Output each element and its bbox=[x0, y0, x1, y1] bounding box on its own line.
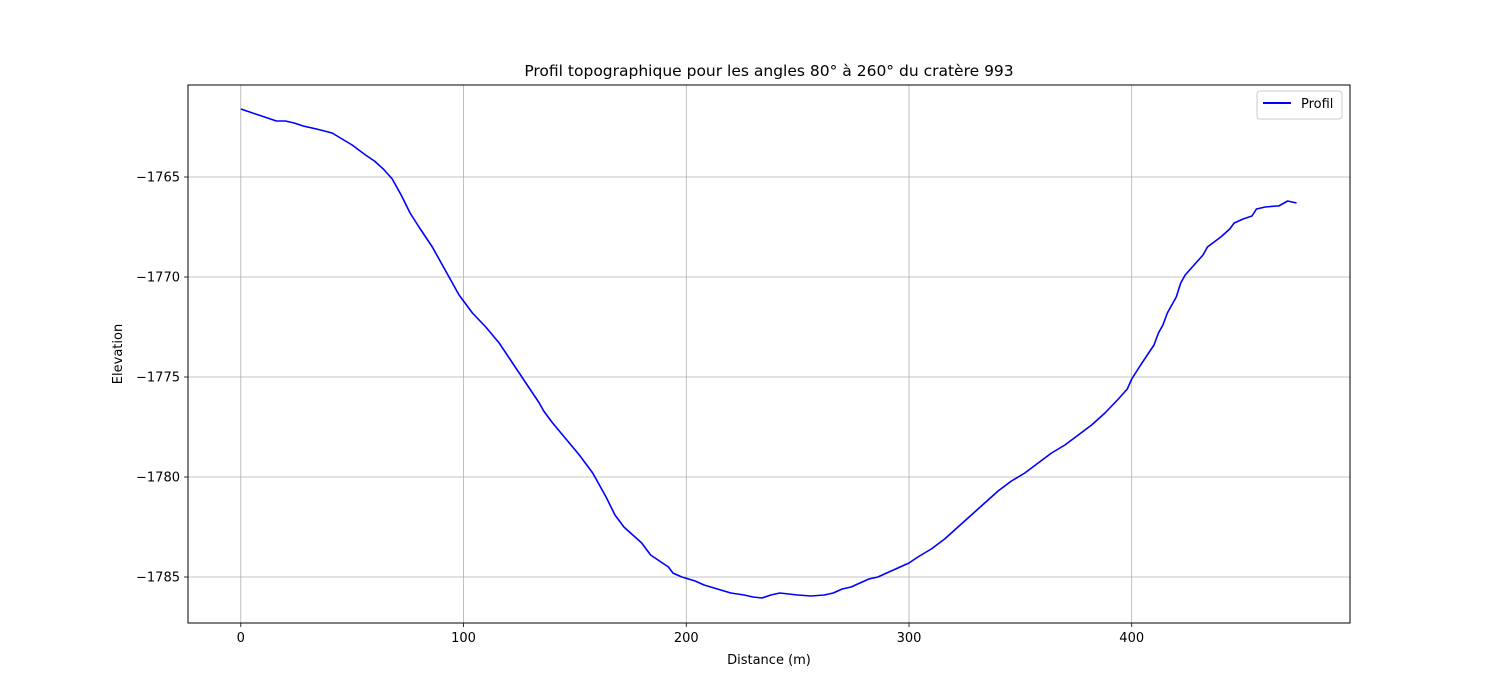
x-tick-label: 400 bbox=[1119, 631, 1144, 646]
x-tick-label: 300 bbox=[897, 631, 922, 646]
grid bbox=[188, 85, 1350, 623]
y-axis-label: Elevation bbox=[111, 324, 126, 384]
y-axis-ticks: −1765 −1770 −1775 −1780 −1785 bbox=[136, 171, 188, 586]
y-tick-label: −1765 bbox=[136, 171, 180, 186]
series-layer bbox=[240, 108, 1297, 599]
legend-box bbox=[1256, 90, 1343, 120]
chart-title: Profil topographique pour les angles 80°… bbox=[524, 62, 1013, 80]
plot-frame bbox=[187, 84, 1351, 624]
legend: Profil bbox=[1256, 90, 1343, 120]
y-tick-label: −1770 bbox=[136, 271, 180, 286]
x-tick-label: 100 bbox=[451, 631, 476, 646]
x-axis-label: Distance (m) bbox=[727, 653, 811, 668]
y-tick-label: −1780 bbox=[136, 471, 180, 486]
x-tick-label: 0 bbox=[237, 631, 245, 646]
y-tick-label: −1775 bbox=[136, 371, 180, 386]
y-tick-label: −1785 bbox=[136, 571, 180, 586]
x-tick-label: 200 bbox=[674, 631, 699, 646]
x-axis-ticks: 0 100 200 300 400 bbox=[237, 623, 1144, 646]
series-line-profil bbox=[240, 108, 1297, 599]
legend-entry-profil: Profil bbox=[1301, 97, 1333, 112]
